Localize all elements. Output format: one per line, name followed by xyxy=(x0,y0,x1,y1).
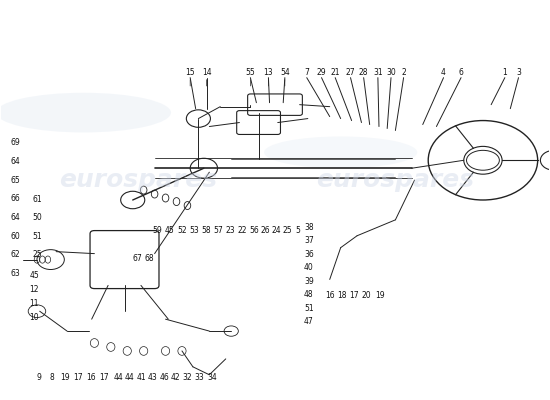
Text: 57: 57 xyxy=(213,226,223,236)
Text: 25: 25 xyxy=(32,250,42,259)
Text: 28: 28 xyxy=(359,68,369,77)
Text: 63: 63 xyxy=(10,269,20,278)
Text: 9: 9 xyxy=(36,374,41,382)
Text: 44: 44 xyxy=(114,374,123,382)
Text: 67: 67 xyxy=(132,254,142,263)
Text: 18: 18 xyxy=(337,291,346,300)
Text: 12: 12 xyxy=(30,285,39,294)
Text: 39: 39 xyxy=(304,276,314,286)
Text: 34: 34 xyxy=(207,374,217,382)
Text: 40: 40 xyxy=(304,263,314,272)
Text: 20: 20 xyxy=(361,291,371,300)
Text: 43: 43 xyxy=(147,374,157,382)
Text: 31: 31 xyxy=(373,68,383,77)
Text: 26: 26 xyxy=(260,226,270,236)
Text: 65: 65 xyxy=(10,176,20,185)
Text: 37: 37 xyxy=(304,236,314,245)
Text: 15: 15 xyxy=(185,68,195,77)
Text: eurospares: eurospares xyxy=(316,168,475,192)
Text: 14: 14 xyxy=(202,68,211,77)
Text: 38: 38 xyxy=(304,222,314,232)
Text: 64: 64 xyxy=(10,213,20,222)
Text: 19: 19 xyxy=(375,291,385,300)
Text: 69: 69 xyxy=(10,138,20,147)
Text: 48: 48 xyxy=(304,290,314,299)
Text: 30: 30 xyxy=(386,68,396,77)
Text: 32: 32 xyxy=(183,374,192,382)
Text: 7: 7 xyxy=(304,68,309,77)
Text: 51: 51 xyxy=(304,304,314,312)
Text: 41: 41 xyxy=(136,374,146,382)
Text: eurospares: eurospares xyxy=(59,168,217,192)
Text: 10: 10 xyxy=(29,313,39,322)
Text: 54: 54 xyxy=(280,68,290,77)
Ellipse shape xyxy=(264,136,417,168)
Text: 50: 50 xyxy=(32,213,42,222)
Text: 25: 25 xyxy=(282,226,292,236)
Text: 5: 5 xyxy=(295,226,300,236)
Text: 62: 62 xyxy=(10,250,20,259)
Text: 58: 58 xyxy=(201,226,211,236)
Text: 46: 46 xyxy=(160,374,169,382)
Text: 66: 66 xyxy=(10,194,20,203)
Text: 4: 4 xyxy=(441,68,446,77)
Text: 59: 59 xyxy=(152,226,162,236)
Text: 44: 44 xyxy=(124,374,134,382)
Text: 17: 17 xyxy=(100,374,109,382)
Text: 23: 23 xyxy=(226,226,235,236)
Text: 42: 42 xyxy=(170,374,180,382)
Text: 3: 3 xyxy=(516,68,521,77)
Text: 21: 21 xyxy=(331,68,340,77)
Text: 45: 45 xyxy=(29,271,39,280)
Text: 16: 16 xyxy=(325,291,334,300)
Text: 24: 24 xyxy=(271,226,281,236)
Text: 17: 17 xyxy=(73,374,83,382)
Text: 36: 36 xyxy=(304,250,314,258)
Text: 11: 11 xyxy=(30,299,39,308)
Text: 6: 6 xyxy=(459,68,464,77)
Text: 52: 52 xyxy=(177,226,187,236)
Text: 17: 17 xyxy=(349,291,359,300)
Text: 47: 47 xyxy=(304,317,314,326)
Text: 13: 13 xyxy=(263,68,273,77)
Text: 27: 27 xyxy=(346,68,355,77)
Text: 16: 16 xyxy=(86,374,96,382)
Text: 60: 60 xyxy=(10,232,20,241)
Text: 51: 51 xyxy=(32,232,42,241)
Text: 2: 2 xyxy=(401,68,406,77)
Text: 53: 53 xyxy=(189,226,199,236)
Text: 55: 55 xyxy=(245,68,255,77)
Text: 8: 8 xyxy=(50,374,54,382)
Text: 1: 1 xyxy=(503,68,507,77)
Text: 45: 45 xyxy=(165,226,175,236)
Ellipse shape xyxy=(0,93,171,132)
Text: 22: 22 xyxy=(238,226,247,236)
Text: 33: 33 xyxy=(195,374,205,382)
Text: 29: 29 xyxy=(317,68,326,77)
Text: 19: 19 xyxy=(60,374,70,382)
Text: 61: 61 xyxy=(32,196,42,204)
Text: 68: 68 xyxy=(144,254,154,263)
Text: 56: 56 xyxy=(249,226,259,236)
Text: 64: 64 xyxy=(10,157,20,166)
